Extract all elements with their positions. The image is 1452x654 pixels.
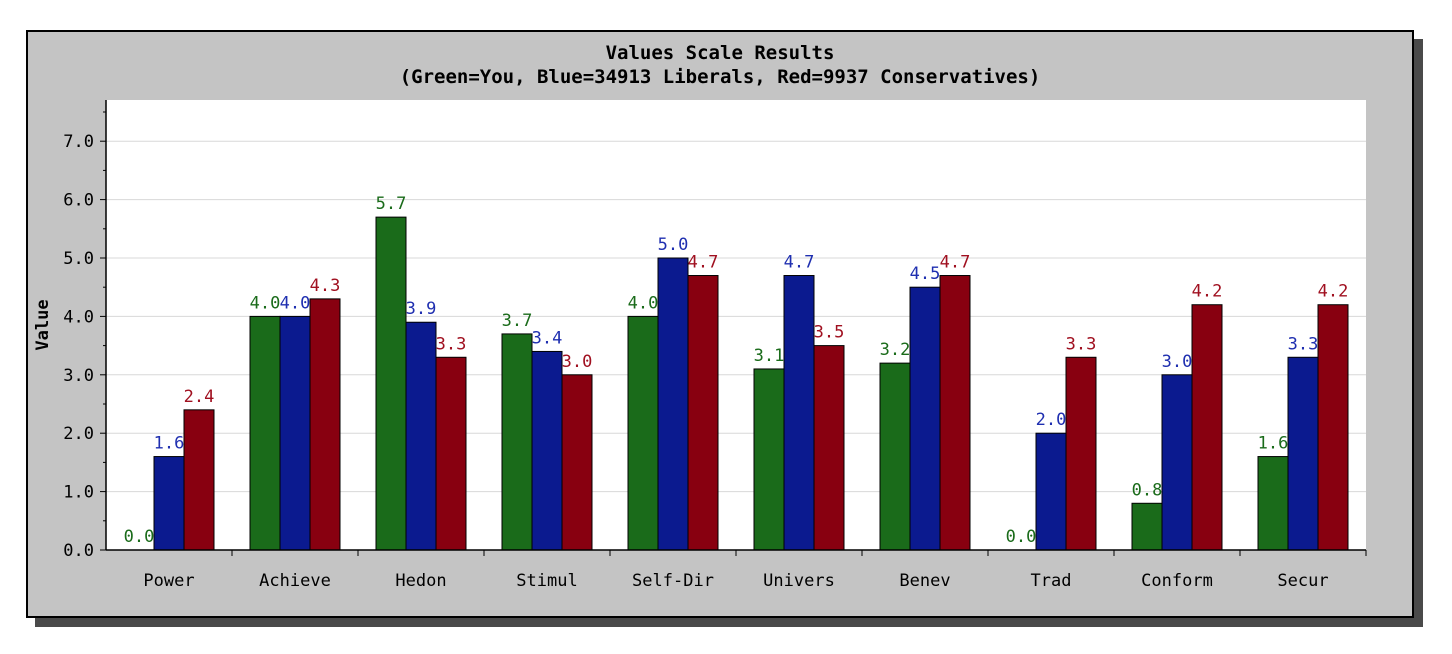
data-label: 1.6	[1258, 434, 1289, 454]
bar	[501, 333, 533, 551]
x-tick-label: Self-Dir	[632, 571, 714, 591]
x-tick-label: Conform	[1141, 571, 1213, 591]
data-label: 0.0	[124, 527, 155, 547]
chart-frame: Values Scale Results (Green=You, Blue=34…	[26, 30, 1414, 618]
y-tick-label: 7.0	[63, 132, 94, 152]
bar	[1317, 304, 1349, 551]
data-label: 3.3	[1066, 334, 1097, 354]
bar	[279, 315, 311, 551]
data-label: 3.0	[1162, 352, 1193, 372]
data-label: 3.4	[532, 328, 563, 348]
bar	[153, 456, 185, 551]
bar	[1161, 374, 1193, 551]
bar	[909, 286, 941, 551]
y-tick-label: 2.0	[63, 424, 94, 444]
bar-chart: 0.0 1.0 2.0 3.0 4.0 5.0 6.0 7.0 Value 0.0 1.6 2.4 Po…	[33, 100, 1367, 591]
data-label: 4.0	[280, 293, 311, 313]
data-label: 5.0	[658, 235, 689, 255]
data-label: 4.2	[1192, 282, 1223, 302]
data-label: 3.1	[754, 346, 785, 366]
data-label: 4.7	[688, 253, 719, 273]
data-label: 2.4	[184, 387, 215, 407]
bar	[249, 315, 281, 551]
data-label: 3.0	[562, 352, 593, 372]
data-label: 4.2	[1318, 282, 1349, 302]
bar	[405, 321, 437, 551]
bar	[1287, 356, 1319, 551]
bar	[939, 275, 971, 551]
data-label: 2.0	[1036, 410, 1067, 430]
y-tick-label: 0.0	[63, 541, 94, 561]
data-label: 3.5	[814, 323, 845, 343]
data-label: 3.9	[406, 299, 437, 319]
bar	[783, 275, 815, 551]
bar	[1035, 432, 1067, 551]
data-label: 4.5	[910, 264, 941, 284]
data-label: 4.0	[250, 293, 281, 313]
bar	[309, 298, 341, 551]
bar	[531, 350, 563, 551]
bar	[753, 368, 785, 551]
data-label: 3.3	[436, 334, 467, 354]
bar	[627, 315, 659, 551]
data-label: 4.7	[784, 253, 815, 273]
data-label: 0.8	[1132, 480, 1163, 500]
bar	[183, 409, 215, 551]
y-tick-label: 3.0	[63, 366, 94, 386]
x-tick-label: Benev	[899, 571, 950, 591]
data-label: 3.3	[1288, 334, 1319, 354]
bar	[435, 356, 467, 551]
data-label: 5.7	[376, 194, 407, 214]
chart-subtitle: (Green=You, Blue=34913 Liberals, Red=993…	[399, 66, 1041, 88]
bar	[879, 362, 911, 551]
data-label: 0.0	[1006, 527, 1037, 547]
x-tick-label: Trad	[1031, 571, 1072, 591]
y-tick-label: 4.0	[63, 307, 94, 327]
x-tick-label: Power	[143, 571, 194, 591]
data-label: 1.6	[154, 434, 185, 454]
bar	[561, 374, 593, 551]
bar	[1131, 502, 1163, 551]
data-label: 4.3	[310, 276, 341, 296]
bar	[813, 345, 845, 551]
y-tick-label: 5.0	[63, 249, 94, 269]
x-tick-label: Achieve	[259, 571, 331, 591]
bar	[375, 216, 407, 551]
data-label: 4.7	[940, 253, 971, 273]
bar	[1257, 456, 1289, 551]
x-tick-label: Univers	[763, 571, 835, 591]
data-label: 3.7	[502, 311, 533, 331]
y-tick-label: 1.0	[63, 483, 94, 503]
bar	[657, 257, 689, 551]
x-tick-label: Hedon	[395, 571, 446, 591]
data-label: 4.0	[628, 293, 659, 313]
chart-title: Values Scale Results	[605, 42, 835, 64]
bar	[1065, 356, 1097, 551]
x-tick-label: Secur	[1277, 571, 1328, 591]
y-tick-label: 6.0	[63, 191, 94, 211]
bar	[1191, 304, 1223, 551]
data-label: 3.2	[880, 340, 911, 360]
bar	[687, 275, 719, 551]
y-axis-label: Value	[33, 299, 53, 350]
x-tick-label: Stimul	[516, 571, 577, 591]
